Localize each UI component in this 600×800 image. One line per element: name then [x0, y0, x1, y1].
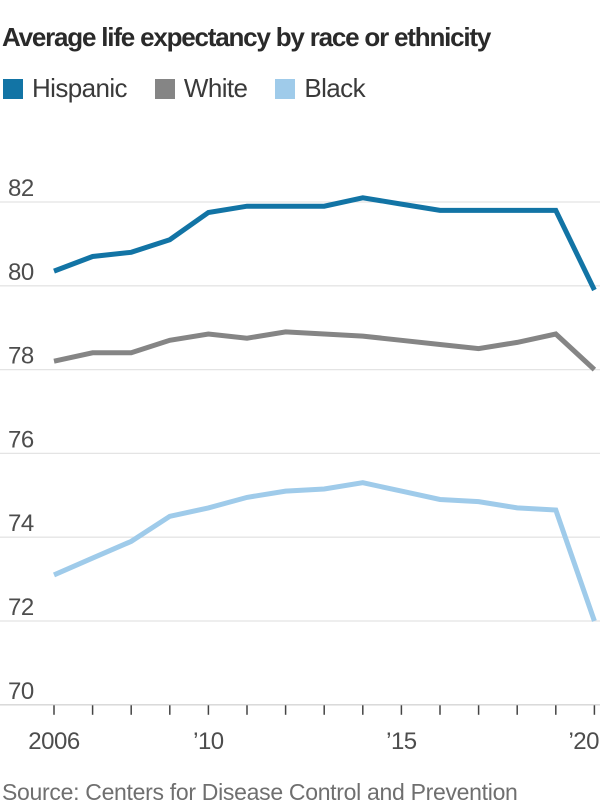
- chart-legend: Hispanic White Black: [3, 73, 366, 104]
- legend-label-black: Black: [304, 73, 365, 103]
- legend-label-hispanic: Hispanic: [32, 73, 128, 103]
- y-axis-label-72: 72: [8, 594, 34, 621]
- series-line-white: [53, 329, 597, 372]
- x-axis-label-2020: ’20: [568, 728, 599, 755]
- y-axis-label-70: 70: [8, 678, 34, 705]
- legend-item-black: Black: [275, 73, 366, 104]
- y-axis-label-76: 76: [8, 426, 34, 453]
- legend-item-hispanic: Hispanic: [3, 73, 128, 104]
- y-axis-label-82: 82: [8, 175, 34, 202]
- x-axis-label-2010: ’10: [193, 728, 224, 755]
- chart-title: Average life expectancy by race or ethni…: [2, 22, 491, 53]
- hispanic-swatch-icon: [3, 78, 23, 99]
- black-swatch-icon: [275, 78, 296, 99]
- series-line-hispanic: [53, 195, 597, 292]
- legend-item-white: White: [154, 73, 248, 104]
- y-axis-label-78: 78: [8, 343, 34, 370]
- white-swatch-icon: [154, 78, 175, 99]
- y-axis-label-80: 80: [8, 259, 34, 286]
- y-axis-label-74: 74: [8, 510, 34, 537]
- x-axis-label-2006: 2006: [28, 728, 80, 755]
- series-line-black: [53, 480, 597, 622]
- source-note: Source: Centers for Disease Control and …: [2, 779, 518, 800]
- legend-label-white: White: [183, 73, 248, 103]
- x-axis-label-2015: ’15: [386, 728, 417, 755]
